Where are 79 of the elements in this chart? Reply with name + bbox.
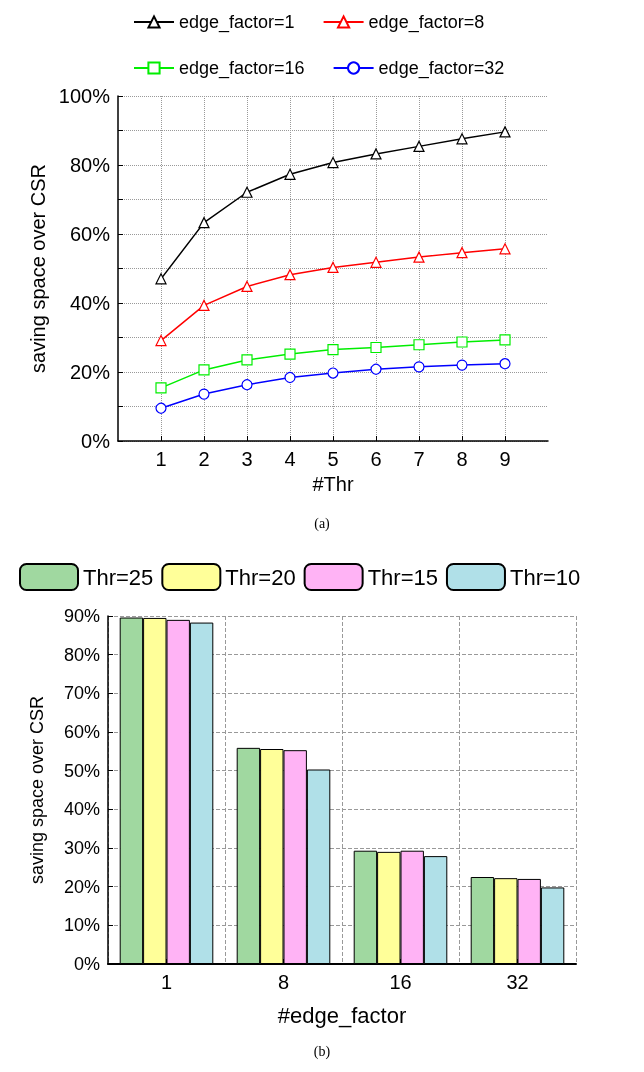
point — [456, 359, 468, 371]
point — [456, 133, 468, 145]
point — [413, 339, 425, 351]
y-tick-label: 10% — [63, 915, 100, 936]
point — [327, 343, 339, 356]
text: (a) — [314, 515, 331, 532]
point — [284, 168, 296, 180]
point — [284, 269, 296, 281]
y-tick-label: 40% — [69, 292, 111, 314]
point — [499, 126, 511, 138]
point — [198, 299, 210, 312]
x-tick-label: 2 — [198, 448, 210, 470]
point — [198, 388, 210, 400]
point — [198, 217, 210, 229]
legend-label: edge_factor=8 — [368, 12, 485, 33]
point — [155, 382, 167, 394]
x-tick-label: 6 — [370, 448, 382, 470]
y-tick-label: 70% — [63, 683, 100, 704]
point — [327, 367, 339, 379]
y-tick-label: 40% — [63, 799, 100, 820]
point — [284, 371, 296, 384]
legend-label: edge_factor=32 — [378, 58, 505, 79]
y-tick-label: 50% — [63, 760, 100, 781]
x-tick-label: 8 — [277, 971, 290, 993]
y-axis-title: saving space over CSR — [27, 695, 47, 885]
point — [413, 251, 425, 263]
x-tick-label: 1 — [155, 448, 167, 470]
y-tick-label: 0% — [73, 954, 100, 974]
y-tick-label: 20% — [63, 876, 100, 897]
point — [155, 402, 167, 414]
point — [198, 364, 210, 376]
x-tick-label: 1 — [160, 971, 173, 993]
legend-label: Thr=25 — [83, 564, 154, 590]
x-tick-label: 4 — [284, 448, 296, 470]
y-tick-label: 90% — [63, 606, 100, 626]
point — [155, 335, 167, 347]
x-tick-label: 16 — [389, 971, 412, 993]
point — [413, 361, 425, 373]
x-tick-label: 8 — [456, 448, 468, 470]
legend-label: Thr=15 — [367, 564, 438, 590]
y-tick-label: 0% — [81, 430, 111, 452]
x-tick-label: 9 — [499, 448, 511, 470]
y-tick-label: 60% — [69, 223, 111, 245]
point — [499, 243, 511, 255]
point — [370, 256, 382, 268]
point — [241, 186, 253, 198]
point — [413, 140, 425, 152]
x-tick-label: 7 — [413, 448, 425, 470]
point — [155, 273, 167, 285]
point — [284, 348, 296, 360]
y-tick-label: 60% — [63, 722, 100, 742]
point — [456, 247, 468, 259]
point — [499, 334, 511, 346]
legend-label: Thr=10 — [509, 564, 581, 590]
x-axis-title: #edge_factor — [277, 1002, 407, 1028]
legend-label: Thr=20 — [225, 564, 296, 590]
point — [241, 280, 253, 293]
y-tick-label: 100% — [58, 85, 111, 107]
x-tick-label: 32 — [506, 971, 529, 993]
legend-label: edge_factor=16 — [179, 58, 305, 79]
point — [456, 336, 468, 348]
point — [370, 148, 382, 160]
y-tick-label: 20% — [69, 361, 111, 383]
text: (b) — [313, 1043, 331, 1060]
point — [499, 358, 511, 370]
x-tick-label: 5 — [327, 448, 339, 470]
point — [370, 363, 382, 375]
point — [327, 261, 339, 274]
point — [370, 341, 382, 354]
point — [327, 156, 339, 169]
legend-label: edge_factor=1 — [179, 12, 295, 33]
y-axis-title: saving space over CSR — [26, 164, 49, 373]
point — [241, 379, 253, 391]
y-tick-label: 80% — [63, 644, 100, 665]
y-tick-label: 30% — [63, 838, 100, 858]
x-axis-title: #Thr — [312, 472, 354, 495]
y-tick-label: 80% — [69, 154, 111, 176]
point — [241, 354, 253, 366]
x-tick-label: 3 — [241, 448, 253, 470]
